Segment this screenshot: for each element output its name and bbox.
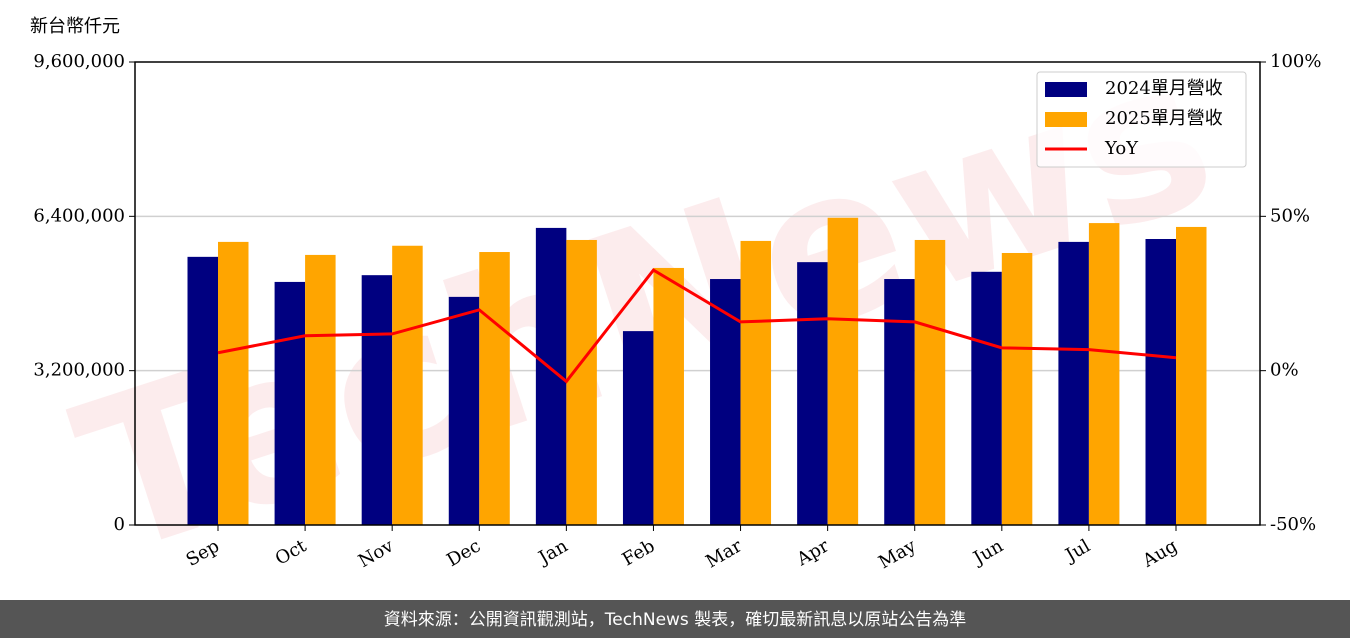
bar (566, 239, 597, 525)
line (217, 268, 1177, 384)
bar (274, 281, 306, 525)
legend-swatch (1045, 112, 1087, 127)
bar (884, 279, 915, 525)
y2-tick-label: 100% (1270, 51, 1321, 72)
x-tick-label: Dec (443, 535, 484, 571)
y-tick-label: 6,400,000 (33, 205, 125, 226)
legend-label: 2024單月營收 (1105, 78, 1223, 99)
legend-label: 2025單月營收 (1105, 108, 1223, 129)
y2-tick-label: 0% (1270, 360, 1299, 381)
bar (740, 240, 772, 525)
x-tick-label: Mar (702, 535, 746, 572)
footer-bar (0, 600, 1350, 638)
bar (914, 239, 946, 525)
bar (479, 252, 510, 525)
x-tick-label: Jan (534, 535, 572, 569)
bar (971, 271, 1002, 525)
bar (361, 275, 393, 525)
bar (710, 279, 741, 525)
y2-tick-label: -50% (1270, 514, 1316, 535)
y-tick-label: 0 (114, 514, 125, 535)
bar (1176, 226, 1207, 525)
bar (1088, 223, 1120, 525)
x-tick-label: Apr (793, 535, 833, 570)
legend-box (1036, 71, 1247, 168)
bar (305, 254, 336, 525)
bar (218, 241, 249, 526)
x-tick-label: Nov (355, 535, 398, 572)
x-tick-label: May (875, 535, 920, 573)
bar (1058, 241, 1089, 526)
bar (1001, 252, 1033, 526)
bar (187, 256, 218, 525)
bar (448, 296, 480, 525)
plot-frame (134, 61, 1261, 526)
bar (797, 262, 828, 525)
y-tick-label: 9,600,000 (33, 51, 125, 72)
legend-label: YoY (1104, 138, 1139, 159)
legend-swatch (1045, 82, 1087, 97)
bar (827, 217, 859, 525)
x-tick-label: Aug (1138, 535, 1181, 572)
x-tick-label: Jun (968, 535, 1007, 570)
bar (622, 331, 654, 525)
x-tick-label: Feb (619, 535, 659, 570)
y2-tick-label: 50% (1270, 205, 1310, 226)
y-tick-label: 3,200,000 (33, 360, 125, 381)
bar (1145, 239, 1176, 525)
bar (653, 267, 684, 525)
y-axis-label: 新台幣仟元 (30, 16, 120, 37)
bar (392, 245, 423, 526)
footer-text: 資料來源：公開資訊觀測站，TechNews 製表，確切最新訊息以原站公告為準 (384, 610, 966, 630)
x-tick-label: Jul (1060, 535, 1094, 567)
